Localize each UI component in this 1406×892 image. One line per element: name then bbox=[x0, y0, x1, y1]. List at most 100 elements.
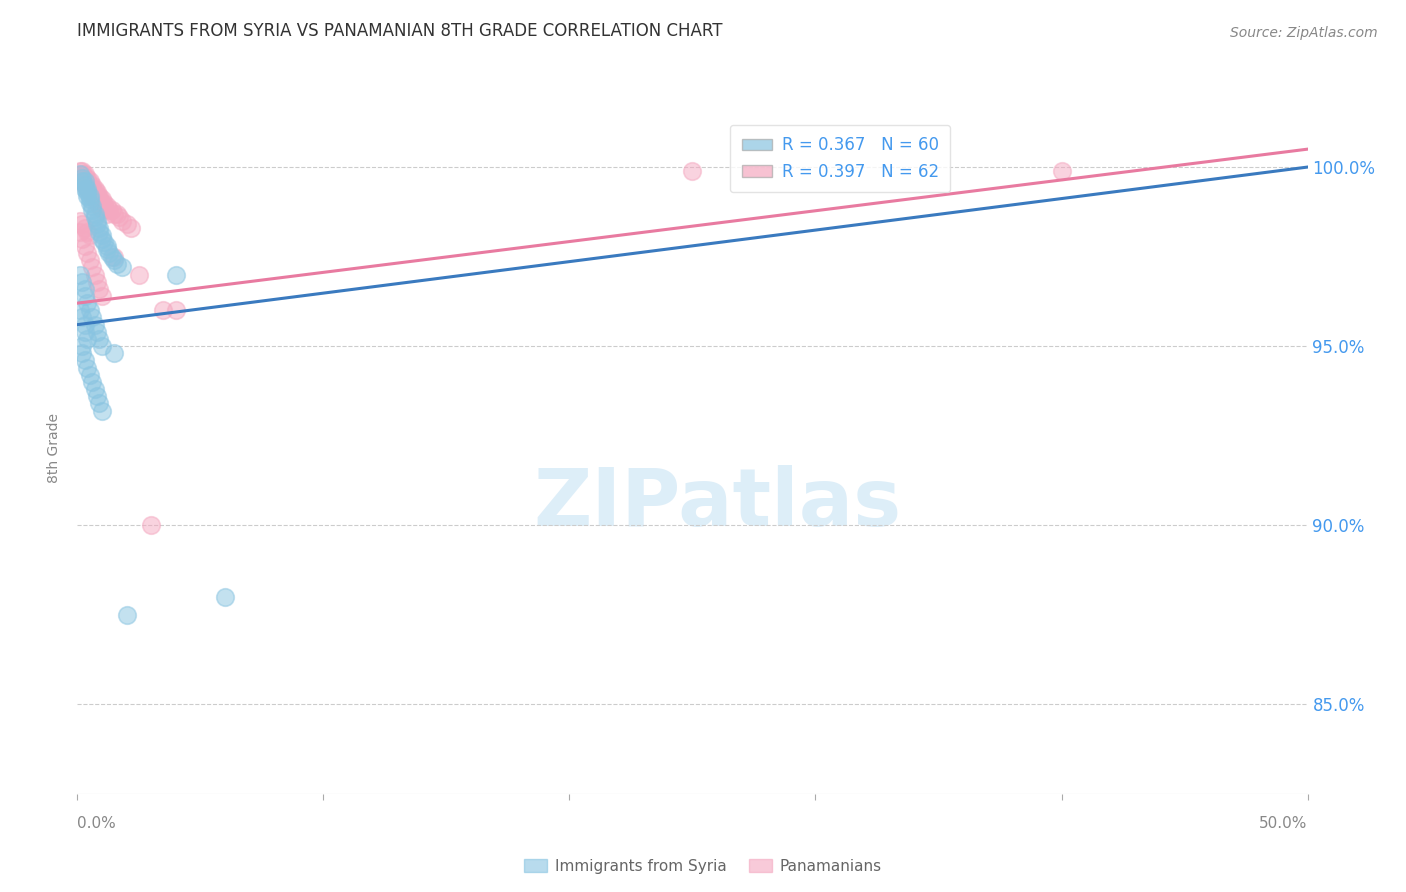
Point bbox=[76, 360, 98, 375]
Text: Source: ZipAtlas.com: Source: ZipAtlas.com bbox=[1230, 26, 1378, 40]
Point bbox=[69, 163, 91, 178]
Point bbox=[90, 232, 114, 246]
Point bbox=[79, 192, 101, 206]
Point bbox=[79, 174, 101, 188]
Point bbox=[89, 221, 111, 235]
Point bbox=[70, 167, 93, 181]
Point bbox=[115, 607, 138, 622]
Point bbox=[86, 389, 108, 403]
Point bbox=[90, 195, 114, 210]
Point bbox=[76, 170, 98, 185]
Point bbox=[70, 174, 93, 188]
Point bbox=[83, 181, 105, 195]
Point bbox=[682, 163, 704, 178]
Point bbox=[89, 282, 111, 296]
Point bbox=[96, 239, 118, 253]
Point bbox=[1050, 163, 1073, 178]
Point bbox=[83, 382, 105, 396]
Point bbox=[79, 303, 101, 318]
Point bbox=[82, 310, 104, 325]
Point bbox=[152, 303, 174, 318]
Point bbox=[105, 257, 128, 271]
Point bbox=[73, 174, 96, 188]
Point bbox=[108, 210, 131, 224]
Point bbox=[93, 195, 115, 210]
Point bbox=[70, 310, 93, 325]
Text: IMMIGRANTS FROM SYRIA VS PANAMANIAN 8TH GRADE CORRELATION CHART: IMMIGRANTS FROM SYRIA VS PANAMANIAN 8TH … bbox=[77, 22, 723, 40]
Point bbox=[73, 167, 96, 181]
Point bbox=[214, 590, 236, 604]
Point bbox=[89, 188, 111, 202]
Text: ZIPatlas: ZIPatlas bbox=[533, 465, 901, 542]
Point bbox=[82, 181, 104, 195]
Point bbox=[76, 181, 98, 195]
Point bbox=[90, 403, 114, 417]
Point bbox=[93, 199, 115, 213]
Point bbox=[86, 185, 108, 199]
Point bbox=[82, 260, 104, 275]
Point bbox=[89, 192, 111, 206]
Point bbox=[111, 214, 132, 228]
Point bbox=[70, 170, 93, 185]
Point bbox=[73, 178, 96, 192]
Point bbox=[82, 178, 104, 192]
Point bbox=[73, 178, 96, 192]
Point bbox=[73, 282, 96, 296]
Point bbox=[76, 188, 98, 202]
Point bbox=[90, 289, 114, 303]
Y-axis label: 8th Grade: 8th Grade bbox=[48, 413, 62, 483]
Point bbox=[90, 228, 114, 243]
Point bbox=[70, 275, 93, 289]
Point bbox=[86, 188, 108, 202]
Point bbox=[70, 346, 93, 360]
Point bbox=[121, 221, 143, 235]
Point bbox=[76, 225, 98, 239]
Point bbox=[89, 225, 111, 239]
Point bbox=[73, 353, 96, 368]
Point bbox=[105, 206, 128, 220]
Point bbox=[165, 268, 187, 282]
Point bbox=[111, 260, 132, 275]
Point bbox=[69, 303, 91, 318]
Point bbox=[83, 206, 105, 220]
Point bbox=[96, 206, 118, 220]
Point bbox=[103, 346, 125, 360]
Point bbox=[70, 218, 93, 232]
Point bbox=[79, 195, 101, 210]
Point bbox=[86, 325, 108, 339]
Point bbox=[89, 396, 111, 410]
Point bbox=[69, 225, 91, 239]
Point bbox=[165, 303, 187, 318]
Point bbox=[101, 250, 124, 264]
Point bbox=[83, 192, 105, 206]
Point bbox=[76, 185, 98, 199]
Point bbox=[93, 235, 115, 250]
Point bbox=[76, 332, 98, 346]
Point bbox=[73, 289, 96, 303]
Point bbox=[103, 250, 125, 264]
Point bbox=[73, 181, 96, 195]
Point bbox=[90, 202, 114, 217]
Point bbox=[101, 202, 124, 217]
Legend: R = 0.367   N = 60, R = 0.397   N = 62: R = 0.367 N = 60, R = 0.397 N = 62 bbox=[730, 125, 950, 193]
Point bbox=[79, 228, 101, 243]
Point bbox=[96, 199, 118, 213]
Point bbox=[89, 332, 111, 346]
Point bbox=[86, 275, 108, 289]
Legend: Immigrants from Syria, Panamanians: Immigrants from Syria, Panamanians bbox=[517, 853, 889, 880]
Point bbox=[70, 339, 93, 353]
Text: 0.0%: 0.0% bbox=[77, 816, 117, 831]
Point bbox=[83, 268, 105, 282]
Point bbox=[96, 243, 118, 257]
Point bbox=[76, 296, 98, 310]
Point bbox=[83, 318, 105, 332]
Point bbox=[79, 178, 101, 192]
Point bbox=[83, 185, 105, 199]
Point bbox=[73, 318, 96, 332]
Point bbox=[90, 192, 114, 206]
Point bbox=[82, 199, 104, 213]
Point bbox=[103, 253, 125, 268]
Text: 50.0%: 50.0% bbox=[1260, 816, 1308, 831]
Point bbox=[70, 163, 93, 178]
Point bbox=[76, 174, 98, 188]
